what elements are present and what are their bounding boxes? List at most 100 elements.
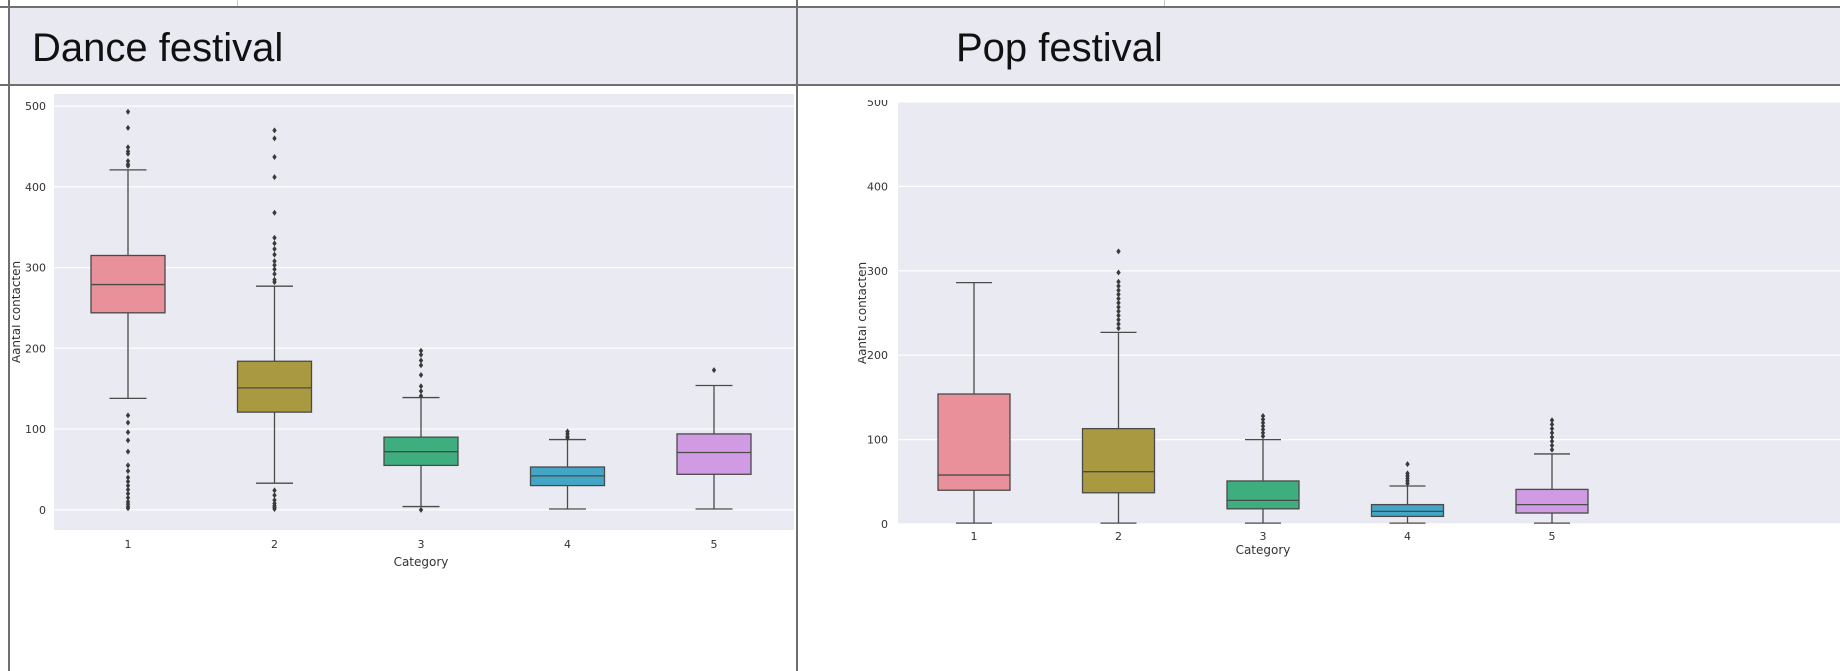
outlier-point [1116,287,1121,294]
panel-header-dance [10,8,796,84]
outlier-point [1116,308,1121,315]
outlier-point [418,383,424,390]
outlier-point [272,127,277,134]
box [1226,480,1300,510]
x-tick-label: 4 [564,538,571,551]
divider [796,0,798,671]
x-tick-label: 1 [125,538,132,551]
divider [237,0,238,8]
panel-header-pop [798,8,1840,84]
y-axis-label: Aantal contacten [858,262,869,364]
outlier-point [1549,442,1555,449]
y-tick-label: 200 [867,349,888,362]
divider [1164,0,1165,8]
outlier-point [272,487,277,494]
x-tick-label: 3 [1260,530,1267,543]
box [1081,427,1156,494]
outlier-point [1116,248,1121,255]
y-tick-label: 300 [867,265,888,278]
outlier-point [1260,426,1266,433]
outlier-point [1116,316,1121,323]
outlier-point [1549,446,1555,453]
outlier-point [1116,295,1121,302]
x-tick-label: 3 [418,538,425,551]
outlier-point [1260,429,1266,436]
outlier-point [272,174,277,181]
outlier-point [272,209,277,216]
outlier-point [1260,412,1266,419]
outlier-point [272,246,277,253]
x-tick-label: 5 [711,538,718,551]
divider [0,84,1840,86]
outlier-point [1260,416,1266,423]
outlier-point [418,362,424,369]
y-tick-label: 500 [867,100,888,109]
outlier-point [1549,438,1555,445]
pop-festival-boxplot: 0 100 200 300 400 500 Aantal contacten 1 2 3 4 5 Cat… [858,100,1840,557]
outlier-point [418,392,424,399]
y-axis-label: Aantal contacten [12,261,23,363]
outlier-point [1116,320,1121,327]
outlier-point [1116,278,1121,285]
box [1515,488,1589,514]
box [676,433,752,475]
outlier-point [1549,429,1555,436]
outlier-point [565,434,570,441]
outlier-point [1116,269,1121,276]
outlier-point [1405,480,1410,487]
panel-title-dance: Dance festival [32,26,284,70]
outlier-point [418,347,424,354]
outlier-point [1260,433,1266,440]
panel-title-pop: Pop festival [956,26,1163,70]
outlier-point [272,240,277,247]
y-tick-label: 100 [867,434,888,447]
outlier-point [272,506,277,513]
outlier-point [272,135,277,142]
outlier-point [1405,461,1410,468]
x-axis-label: Category [1236,543,1291,557]
outlier-point [272,262,277,269]
outlier-point [272,258,277,265]
y-tick-label: 400 [867,180,888,193]
x-axis-label: Category [394,555,449,569]
outlier-point [1116,312,1121,319]
outlier-point [1260,419,1266,426]
outlier-point [272,234,277,241]
outlier-point [272,279,277,286]
x-tick-label: 4 [1404,530,1411,543]
box [236,360,313,413]
y-tick-label: 0 [881,518,888,531]
plot-background [898,102,1840,524]
outlier-point [272,266,277,273]
dance-festival-boxplot: 0 100 200 300 400 500 Aantal contacten 1 2 3 4 5 Cat… [12,94,794,569]
outlier-point [1116,304,1121,311]
x-tick-label: 1 [971,530,978,543]
x-tick-label: 2 [271,538,278,551]
outlier-point [418,351,424,358]
outlier-point [418,357,424,364]
outlier-point [1116,325,1121,332]
y-tick-label: 300 [25,262,46,275]
outlier-point [1549,417,1555,424]
outlier-point [1549,421,1555,428]
outlier-point [1260,423,1266,430]
outlier-point [418,388,424,395]
y-tick-label: 500 [25,100,46,113]
outlier-point [272,153,277,160]
divider [8,0,10,671]
box [937,393,1011,491]
y-tick-label: 200 [25,342,46,355]
box [1370,503,1445,518]
outlier-point [272,271,277,278]
x-tick-label: 2 [1115,530,1122,543]
outlier-point [418,371,424,378]
y-tick-label: 400 [25,181,46,194]
x-tick-label: 5 [1549,530,1556,543]
outlier-point [272,497,277,504]
y-tick-label: 100 [25,423,46,436]
outlier-point [1549,425,1555,432]
outlier-point [418,506,424,513]
outlier-point [272,492,277,499]
outlier-point [1116,299,1121,306]
outlier-point [272,251,277,258]
